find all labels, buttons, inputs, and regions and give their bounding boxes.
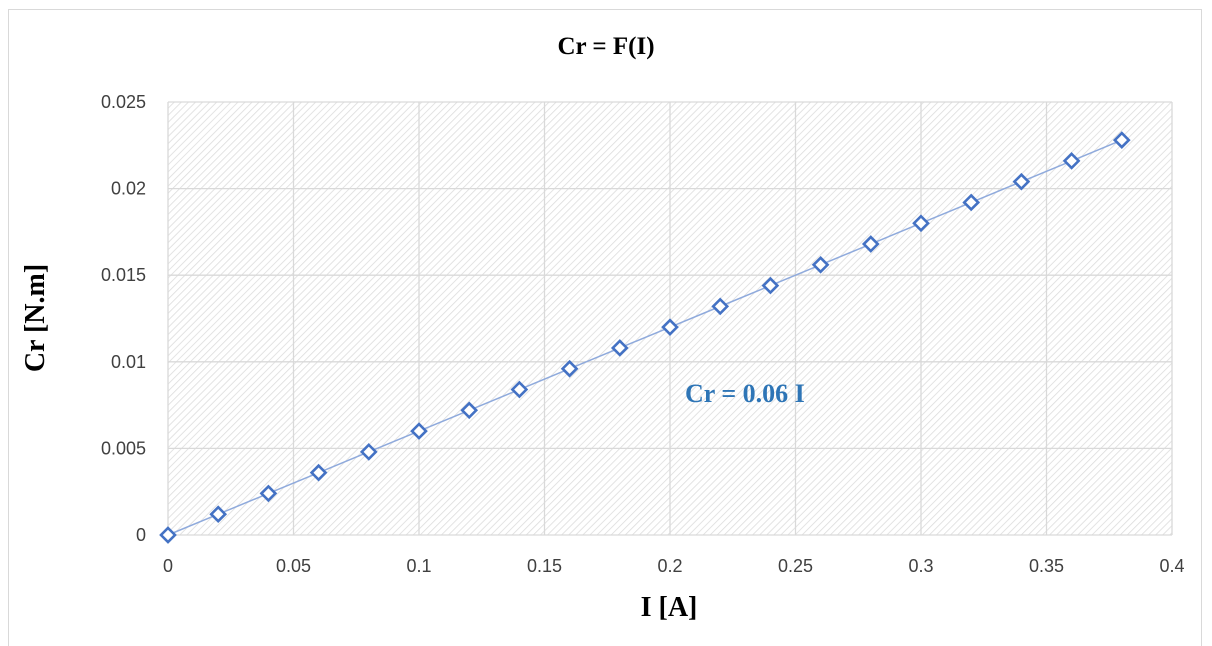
x-tick-label: 0.2 <box>657 556 682 576</box>
data-point <box>1062 152 1081 170</box>
data-point <box>259 484 278 503</box>
data-point <box>1112 131 1131 149</box>
chart-frame <box>8 9 1202 646</box>
data-points <box>159 131 1131 544</box>
gridlines <box>167 101 1173 536</box>
y-tick-labels: 0 0.005 0.01 0.015 0.02 0.025 <box>101 92 146 545</box>
data-point <box>159 526 177 544</box>
x-axis-title: I [A] <box>641 592 698 623</box>
data-point <box>610 339 629 357</box>
y-tick-label: 0.01 <box>111 352 146 372</box>
x-tick-label: 0.25 <box>778 556 813 576</box>
data-point <box>309 463 328 482</box>
x-tick-label: 0 <box>163 556 173 576</box>
x-tick-label: 0.1 <box>406 556 431 576</box>
x-tick-label: 0.4 <box>1159 556 1184 576</box>
x-tick-label: 0.15 <box>527 556 562 576</box>
y-axis-title: Cr [N.m] <box>20 264 51 372</box>
data-point <box>912 214 930 233</box>
data-point <box>711 297 730 316</box>
data-point <box>560 359 579 378</box>
x-tick-label: 0.05 <box>276 556 311 576</box>
x-tick-labels: 0 0.05 0.1 0.15 0.2 0.25 0.3 0.35 0.4 <box>163 556 1185 576</box>
y-tick-label: 0.005 <box>101 438 146 458</box>
data-point <box>510 380 529 399</box>
x-tick-label: 0.3 <box>908 556 933 576</box>
data-point <box>861 235 880 253</box>
x-tick-label: 0.35 <box>1029 556 1064 576</box>
data-point <box>410 422 428 440</box>
chart-title: Cr = F(I) <box>557 33 654 60</box>
y-tick-label: 0 <box>136 525 146 545</box>
y-tick-label: 0.02 <box>111 179 146 199</box>
data-point <box>359 443 378 461</box>
equation-annotation: Cr = 0.06 I <box>685 379 805 408</box>
data-point <box>1012 172 1031 191</box>
trendline <box>167 139 1123 536</box>
data-point <box>962 193 981 212</box>
y-tick-label: 0.025 <box>101 92 146 112</box>
data-point <box>811 255 830 274</box>
data-point <box>761 276 780 295</box>
data-point <box>209 505 228 524</box>
y-tick-label: 0.015 <box>101 265 146 285</box>
data-point <box>661 318 679 336</box>
data-point <box>460 401 479 420</box>
